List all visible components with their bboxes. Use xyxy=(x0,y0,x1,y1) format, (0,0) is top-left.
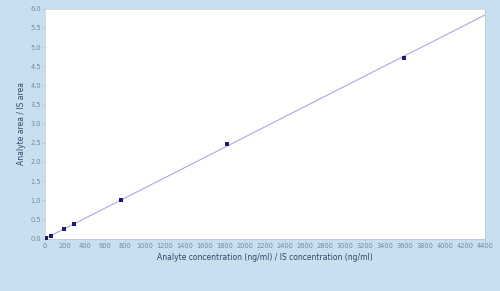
Point xyxy=(118,198,126,203)
Point xyxy=(60,227,68,232)
Point xyxy=(400,56,407,60)
Point xyxy=(70,222,78,227)
Point xyxy=(42,236,50,240)
Y-axis label: Analyte area / IS area: Analyte area / IS area xyxy=(17,82,26,165)
X-axis label: Analyte concentration (ng/ml) / IS concentration (ng/ml): Analyte concentration (ng/ml) / IS conce… xyxy=(157,253,373,262)
Point xyxy=(492,6,500,11)
Point xyxy=(222,142,230,147)
Point xyxy=(46,233,54,238)
